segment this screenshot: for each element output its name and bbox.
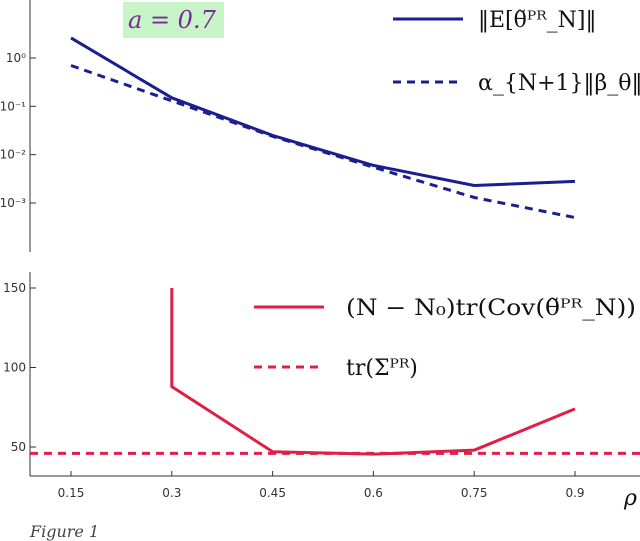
legend-label-covariance: (N − N₀)tr(Cov(θ̃ᴾᴿ_N))	[346, 296, 636, 321]
top-y-tick-label: 10⁻³	[0, 196, 26, 210]
top-series-lines	[70, 36, 576, 220]
series-line-covariance	[170, 288, 576, 456]
bottom-y-tick-label: 150	[3, 281, 26, 295]
bottom-x-tick-label: 0.15	[58, 486, 85, 500]
bottom-x-tick-label: 0.9	[565, 486, 584, 500]
legend-label-expectation: ‖E[θ̃ᴾᴿ_N]‖	[478, 8, 596, 33]
top-y-tick-label: 10⁻¹	[0, 99, 26, 113]
bottom-y-ticks: 50 100 150	[3, 281, 36, 454]
bottom-x-tick-label: 0.6	[364, 486, 383, 500]
legend-label-trace: tr(Σᴾᴿ)	[346, 356, 418, 381]
bottom-x-tick-label: 0.75	[461, 486, 488, 500]
series-line-alpha	[70, 64, 576, 220]
series-line-expectation	[70, 36, 576, 188]
top-y-tick-label: 10⁰	[6, 51, 26, 65]
annotation-background	[123, 2, 224, 38]
figure-caption: Figure 1	[29, 522, 99, 541]
bottom-y-tick-label: 100	[3, 361, 26, 375]
x-axis-label: ρ	[623, 486, 637, 511]
top-legend: ‖E[θ̃ᴾᴿ_N]‖ α_{N+1}‖β_θ‖	[393, 8, 640, 96]
bottom-legend: (N − N₀)tr(Cov(θ̃ᴾᴿ_N)) tr(Σᴾᴿ)	[254, 296, 636, 381]
bottom-x-tick-label: 0.45	[259, 486, 286, 500]
top-y-ticks: 10⁰ 10⁻¹ 10⁻² 10⁻³	[0, 51, 36, 210]
legend-label-alpha: α_{N+1}‖β_θ‖	[478, 71, 640, 96]
bottom-panel: 50 100 150 0.15 0.3 0.45 0.6 0.75 0.9 ρ (N − N₀…	[3, 272, 640, 511]
bottom-series-lines	[30, 288, 640, 456]
bottom-x-tick-label: 0.3	[162, 486, 181, 500]
top-y-tick-label: 10⁻²	[0, 148, 26, 162]
bottom-y-tick-label: 50	[11, 440, 26, 454]
annotation-a: a = 0.7	[128, 6, 217, 34]
top-panel: 10⁰ 10⁻¹ 10⁻² 10⁻³ a = 0.7 ‖E[θ̃ᴾᴿ_N]‖ α_{N…	[0, 0, 640, 252]
bottom-x-ticks: 0.15 0.3 0.45 0.6 0.75 0.9	[58, 471, 585, 500]
